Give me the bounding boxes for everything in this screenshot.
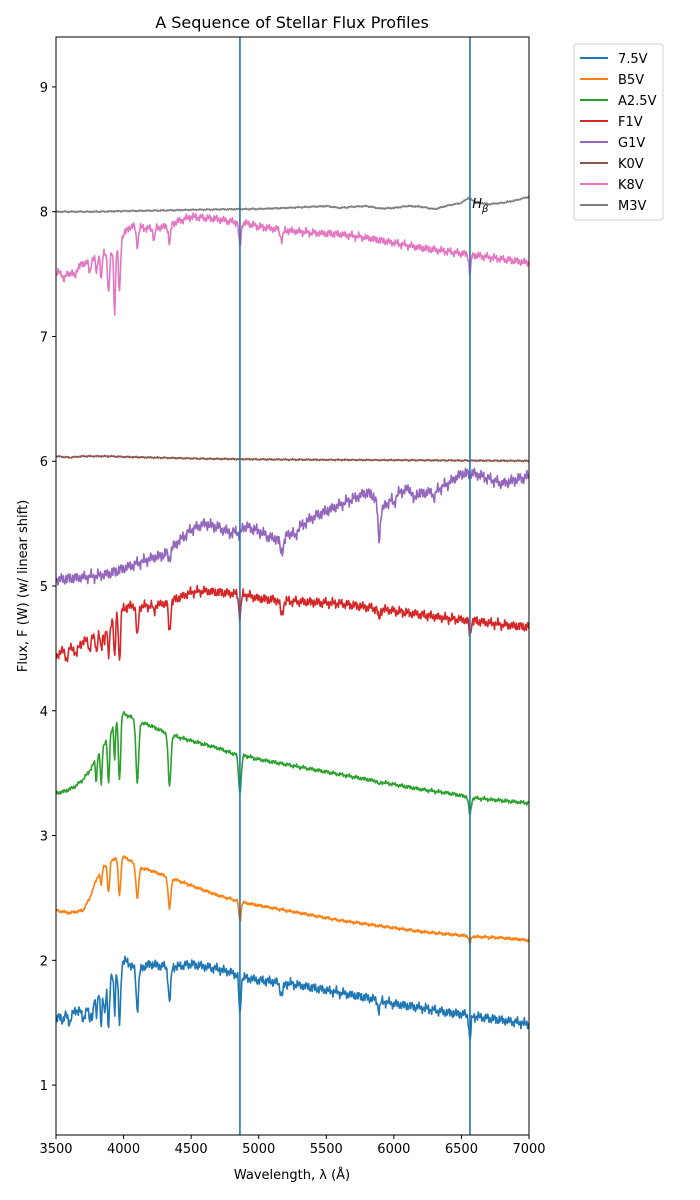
plot-frame: [55, 36, 530, 1136]
x-tick-label: 3500: [39, 1142, 72, 1157]
axes: 3500 4000 4500 5000 5500 6000 6500 7000 1 2 3 4 5 6 7 8…: [39, 36, 546, 1157]
annotation-1: Hβ: [472, 197, 489, 215]
legend-label-F1V: F1V: [618, 115, 643, 130]
legend-label-K8V: K8V: [618, 178, 644, 193]
plot-area: Hβ: [56, 37, 529, 1135]
series-line-B5V: [56, 855, 529, 945]
y-tick-label: 1: [40, 1079, 48, 1094]
x-tick-label: 4500: [175, 1142, 208, 1157]
y-axis-label: Flux, F (W) (w/ linear shift): [16, 500, 31, 672]
legend-box: [573, 43, 664, 221]
legend-label-7.5V: 7.5V: [618, 52, 648, 67]
series-line-K0V: [56, 454, 529, 463]
series-line-K8V: [56, 212, 529, 316]
y-tick-label: 2: [40, 954, 48, 969]
x-tick-label: 5500: [310, 1142, 343, 1157]
y-tick-label: 6: [40, 455, 48, 470]
x-tick-label: 6000: [377, 1142, 410, 1157]
series-line-A2.5V: [56, 710, 529, 815]
y-tick-label: 3: [40, 830, 48, 845]
series-line-F1V: [56, 584, 529, 663]
series-line-7.5V: [56, 955, 529, 1041]
chart-title: A Sequence of Stellar Flux Profiles: [155, 13, 429, 32]
x-tick-label: 4000: [107, 1142, 140, 1157]
y-tick-label: 9: [40, 81, 48, 96]
y-tick-label: 5: [40, 580, 48, 595]
x-tick-label: 7000: [512, 1142, 545, 1157]
legend: 7.5V B5V A2.5V F1V G1V K0V K8V M3V: [573, 43, 664, 221]
y-tick-label: 7: [40, 330, 48, 345]
legend-label-A2.5V: A2.5V: [618, 94, 657, 109]
x-tick-label: 6500: [445, 1142, 478, 1157]
series-line-M3V: [56, 195, 529, 214]
legend-label-B5V: B5V: [618, 73, 644, 88]
legend-label-K0V: K0V: [618, 157, 644, 172]
x-tick-label: 5000: [242, 1142, 275, 1157]
y-tick-label: 4: [40, 705, 48, 720]
x-axis-label: Wavelength, λ (Å): [234, 1167, 350, 1183]
y-tick-label: 8: [40, 206, 48, 221]
series-line-G1V: [56, 467, 529, 586]
legend-label-G1V: G1V: [618, 136, 645, 151]
legend-label-M3V: M3V: [618, 199, 646, 214]
